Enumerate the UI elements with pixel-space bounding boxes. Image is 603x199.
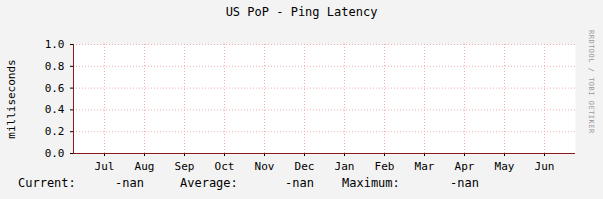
svg-text:0.4: 0.4 xyxy=(45,103,65,116)
html-text:-nan: -nan xyxy=(450,176,479,190)
svg-text:Jan: Jan xyxy=(335,160,355,173)
svg-text:Sep: Sep xyxy=(175,160,195,173)
html-text:Average:: Average: xyxy=(180,176,238,190)
svg-text:May: May xyxy=(495,160,515,173)
html-text:US PoP - Ping Latency: US PoP - Ping Latency xyxy=(225,5,378,19)
html-text:RRDTOOL / TOBI OETIKER: RRDTOOL / TOBI OETIKER xyxy=(587,30,595,134)
svg-text:1.0: 1.0 xyxy=(45,38,65,51)
html-text:Current:: Current: xyxy=(18,176,76,190)
svg-text:Apr: Apr xyxy=(455,160,475,173)
svg-text:Oct: Oct xyxy=(215,160,235,173)
svg-text:0.2: 0.2 xyxy=(45,125,65,138)
svg-text:Feb: Feb xyxy=(375,160,395,173)
svg-text:Dec: Dec xyxy=(295,160,315,173)
svg-text:0.8: 0.8 xyxy=(45,60,65,73)
svg-text:Jul: Jul xyxy=(95,160,115,173)
svg-text:Mar: Mar xyxy=(415,160,435,173)
svg-text:0.0: 0.0 xyxy=(45,147,65,160)
svg-text:0.6: 0.6 xyxy=(45,82,65,95)
svg-text:Jun: Jun xyxy=(535,160,555,173)
svg-text:Aug: Aug xyxy=(135,160,155,173)
svg-text:milliseconds: milliseconds xyxy=(5,59,18,138)
html-text:Maximum:: Maximum: xyxy=(342,176,400,190)
svg-text:Nov: Nov xyxy=(255,160,275,173)
html-text:-nan: -nan xyxy=(115,176,144,190)
html-text:-nan: -nan xyxy=(285,176,314,190)
